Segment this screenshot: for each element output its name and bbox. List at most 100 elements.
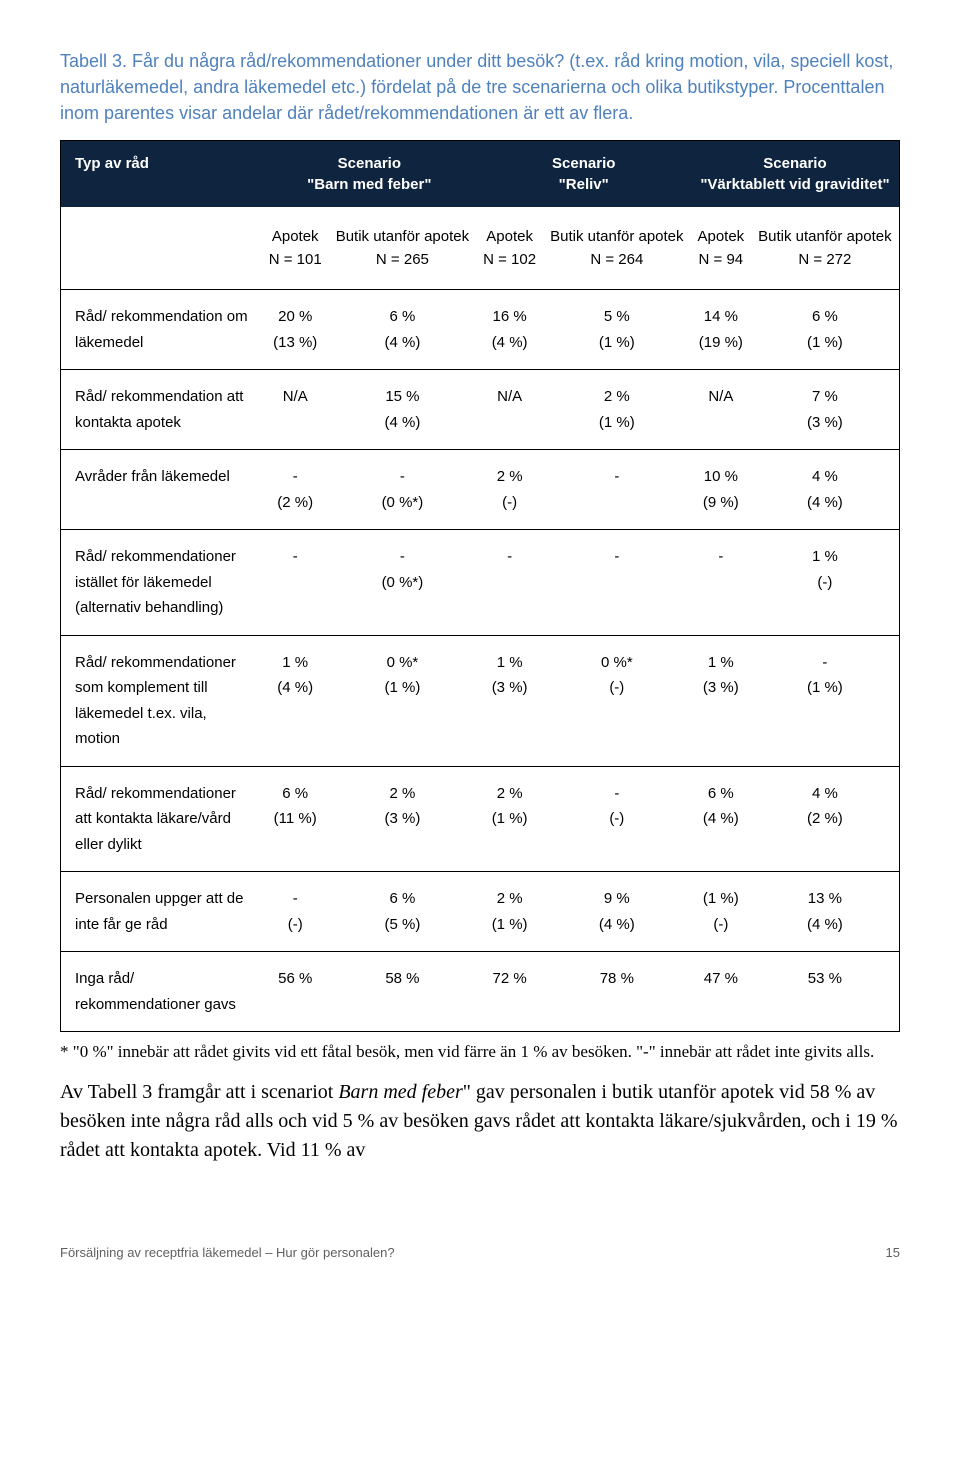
- table-row: Personalen uppger att de inte får ge råd…: [61, 872, 899, 952]
- cell-value: -: [549, 781, 685, 807]
- col-butik-1: Butik utanför apotek N = 265: [328, 208, 476, 290]
- col-apotek-3: Apotek N = 94: [691, 208, 751, 290]
- footer-title: Försäljning av receptfria läkemedel – Hu…: [60, 1245, 395, 1260]
- cell-value: 14 %: [697, 304, 745, 330]
- cell-value: 15 %: [334, 384, 470, 410]
- cell-value: 0 %*: [334, 650, 470, 676]
- table-row: Råd/ rekommendation att kontakta apotekN…: [61, 370, 899, 450]
- table-row: Inga råd/ rekommendationer gavs56 %58 %7…: [61, 952, 899, 1032]
- cell-paren: (9 %): [697, 490, 745, 516]
- cell-value: 78 %: [549, 966, 685, 992]
- cell-value: 10 %: [697, 464, 745, 490]
- data-cell: -(0 %*): [328, 530, 476, 636]
- cell-value: -: [268, 886, 322, 912]
- cell-paren: (1 %): [757, 675, 893, 701]
- cell-paren: (-): [483, 490, 537, 516]
- data-cell: 6 %(5 %): [328, 872, 476, 952]
- data-cell: 4 %(4 %): [751, 450, 899, 530]
- data-cell: 15 %(4 %): [328, 370, 476, 450]
- cell-value: 9 %: [549, 886, 685, 912]
- body-pre: Av Tabell 3 framgår att i scenariot: [60, 1081, 338, 1103]
- header-scenario-1: Scenario "Barn med feber": [262, 141, 476, 208]
- cell-value: 2 %: [334, 781, 470, 807]
- body-italic: Barn med feber: [338, 1081, 462, 1103]
- cell-value: 16 %: [483, 304, 537, 330]
- row-label: Råd/ rekommendationer att kontakta läkar…: [61, 766, 262, 872]
- cell-value: -: [268, 544, 322, 570]
- cell-paren: (1 %): [483, 912, 537, 938]
- cell-value: -: [334, 464, 470, 490]
- col-butik-2: Butik utanför apotek N = 264: [543, 208, 691, 290]
- data-cell: 14 %(19 %): [691, 290, 751, 370]
- cell-paren: (1 %): [334, 675, 470, 701]
- data-cell: 2 %(3 %): [328, 766, 476, 872]
- table-body: Råd/ rekommendation om läkemedel20 %(13 …: [61, 290, 899, 1032]
- data-cell: 5 %(1 %): [543, 290, 691, 370]
- cell-value: -: [757, 650, 893, 676]
- cell-value: -: [334, 544, 470, 570]
- table-row: Råd/ rekommendationer att kontakta läkar…: [61, 766, 899, 872]
- data-cell: N/A: [262, 370, 328, 450]
- data-cell: 78 %: [543, 952, 691, 1032]
- cell-paren: (-): [757, 570, 893, 596]
- advice-table: Typ av råd Scenario "Barn med feber" Sce…: [61, 141, 899, 1031]
- cell-value: 4 %: [757, 464, 893, 490]
- cell-paren: (1 %): [549, 330, 685, 356]
- data-cell: 0 %*(1 %): [328, 635, 476, 766]
- data-cell: 9 %(4 %): [543, 872, 691, 952]
- header-row-1: Typ av råd Scenario "Barn med feber" Sce…: [61, 141, 899, 208]
- cell-value: 6 %: [757, 304, 893, 330]
- cell-value: 53 %: [757, 966, 893, 992]
- cell-paren: (5 %): [334, 912, 470, 938]
- data-cell: 58 %: [328, 952, 476, 1032]
- cell-value: 1 %: [697, 650, 745, 676]
- scenario-sub: "Värktablett vid graviditet": [697, 176, 893, 193]
- cell-paren: (3 %): [334, 806, 470, 832]
- cell-value: 2 %: [483, 464, 537, 490]
- header-scenario-2: Scenario "Reliv": [477, 141, 691, 208]
- cell-value: -: [483, 544, 537, 570]
- cell-paren: (3 %): [483, 675, 537, 701]
- table-footnote: * "0 %" innebär att rådet givits vid ett…: [60, 1040, 900, 1064]
- data-cell: 53 %: [751, 952, 899, 1032]
- cell-paren: (4 %): [483, 330, 537, 356]
- data-cell: 56 %: [262, 952, 328, 1032]
- cell-paren: (-): [268, 912, 322, 938]
- cell-paren: (1 %): [483, 806, 537, 832]
- header-empty: [61, 208, 262, 290]
- data-cell: (1 %)(-): [691, 872, 751, 952]
- cell-value: 7 %: [757, 384, 893, 410]
- row-label: Råd/ rekommendation att kontakta apotek: [61, 370, 262, 450]
- cell-paren: (0 %*): [334, 490, 470, 516]
- data-cell: 20 %(13 %): [262, 290, 328, 370]
- cell-value: -: [549, 544, 685, 570]
- row-label: Råd/ rekommendationer som komplement til…: [61, 635, 262, 766]
- data-cell: 7 %(3 %): [751, 370, 899, 450]
- data-cell: 72 %: [477, 952, 543, 1032]
- data-cell: N/A: [691, 370, 751, 450]
- data-cell: 2 %(1 %): [477, 766, 543, 872]
- data-cell: -: [543, 450, 691, 530]
- scenario-label: Scenario: [268, 155, 470, 172]
- cell-paren: (4 %): [757, 912, 893, 938]
- table-row: Råd/ rekommendationer som komplement til…: [61, 635, 899, 766]
- data-cell: 4 %(2 %): [751, 766, 899, 872]
- data-cell: -: [262, 530, 328, 636]
- body-paragraph: Av Tabell 3 framgår att i scenariot Barn…: [60, 1078, 900, 1165]
- cell-value: -: [268, 464, 322, 490]
- cell-value: (1 %): [697, 886, 745, 912]
- scenario-label: Scenario: [483, 155, 685, 172]
- cell-paren: (1 %): [757, 330, 893, 356]
- table-caption: Tabell 3. Får du några råd/rekommendatio…: [60, 48, 900, 126]
- cell-paren: (4 %): [268, 675, 322, 701]
- cell-value: 58 %: [334, 966, 470, 992]
- cell-value: 5 %: [549, 304, 685, 330]
- data-cell: 1 %(4 %): [262, 635, 328, 766]
- data-cell: 2 %(1 %): [477, 872, 543, 952]
- scenario-sub: "Reliv": [483, 176, 685, 193]
- cell-value: 47 %: [697, 966, 745, 992]
- data-cell: -(1 %): [751, 635, 899, 766]
- row-label: Råd/ rekommendation om läkemedel: [61, 290, 262, 370]
- cell-value: 72 %: [483, 966, 537, 992]
- data-cell: -: [543, 530, 691, 636]
